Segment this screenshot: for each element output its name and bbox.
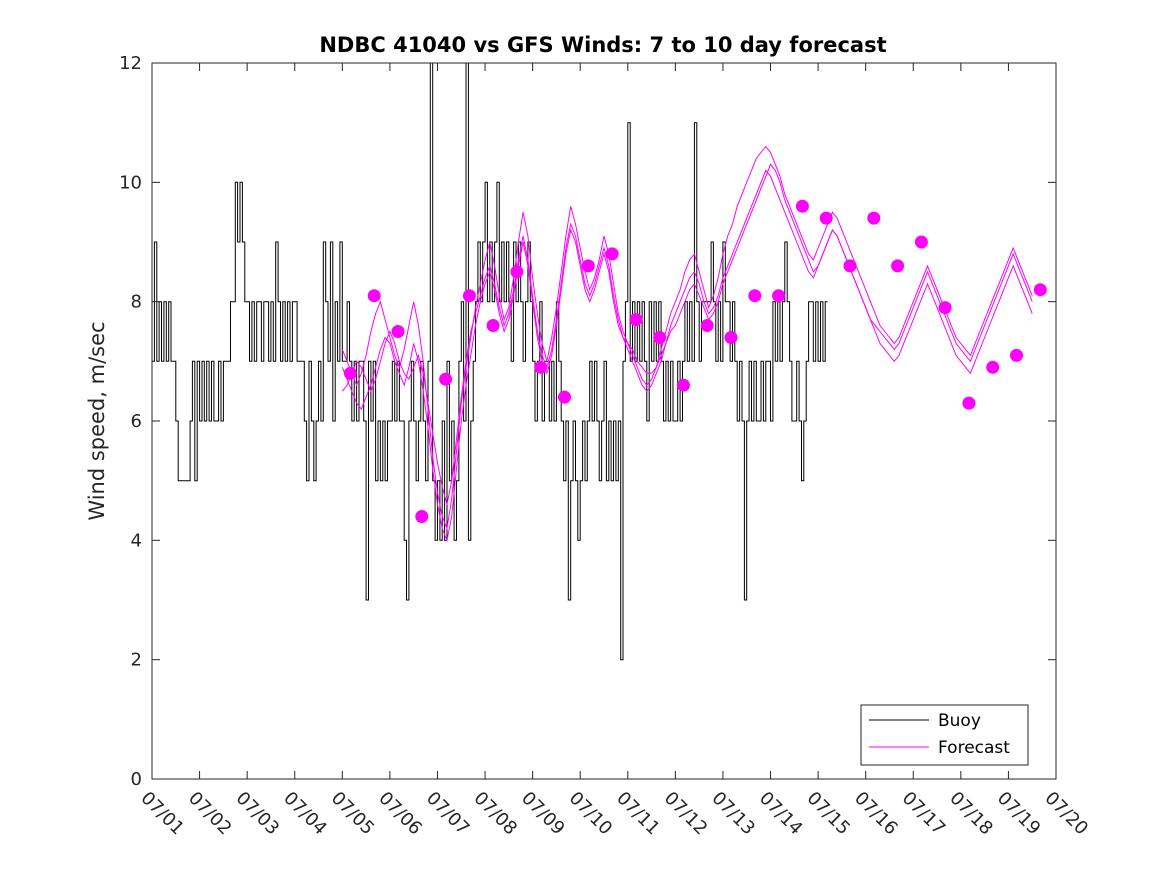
forecast-marker [629,313,643,327]
forecast-series-line-3 [341,169,1033,505]
forecast-marker [700,319,714,332]
forecast-marker [343,366,357,380]
forecast-marker [1033,283,1047,297]
forecast-marker [510,265,524,279]
forecast-marker [462,289,476,303]
series-layer [152,63,1047,661]
y-tick-label: 2 [131,650,142,671]
forecast-marker [819,211,833,225]
forecast-series-line-1 [341,163,1033,543]
y-tick-label: 4 [131,530,142,551]
legend: Buoy Forecast [860,704,1029,766]
forecast-marker [367,289,381,303]
y-tick-label: 6 [131,411,142,432]
forecast-marker [843,259,857,273]
y-axis-label: Wind speed, m/sec [85,321,109,520]
forecast-marker [486,319,500,332]
forecast-marker [962,396,976,410]
y-tick-label: 8 [131,292,142,313]
forecast-marker [439,372,453,386]
y-tick-label: 10 [119,172,142,193]
forecast-marker [391,325,405,338]
forecast-marker [724,331,738,344]
forecast-marker [748,289,762,303]
forecast-marker [986,360,1000,374]
legend-buoy-label: Buoy [938,711,981,731]
forecast-marker [867,211,881,225]
buoy-series-line [152,63,828,661]
forecast-marker [415,510,429,523]
forecast-marker [653,331,667,344]
y-tick-label: 0 [131,769,142,790]
forecast-marker [1010,348,1023,362]
forecast-marker [558,390,571,404]
forecast-marker [891,259,905,273]
forecast-marker [772,289,786,303]
legend-box [860,704,1029,766]
forecast-marker [938,301,952,315]
forecast-marker [581,259,595,273]
forecast-marker [795,199,809,213]
chart-title: NDBC 41040 vs GFS Winds: 7 to 10 day for… [319,33,886,57]
forecast-marker [677,378,690,392]
forecast-marker [534,360,548,374]
forecast-marker [605,247,619,261]
forecast-series-line-2 [341,145,1033,531]
forecast-marker [914,235,928,249]
y-tick-label: 12 [119,53,142,74]
legend-forecast-label: Forecast [938,738,1010,758]
